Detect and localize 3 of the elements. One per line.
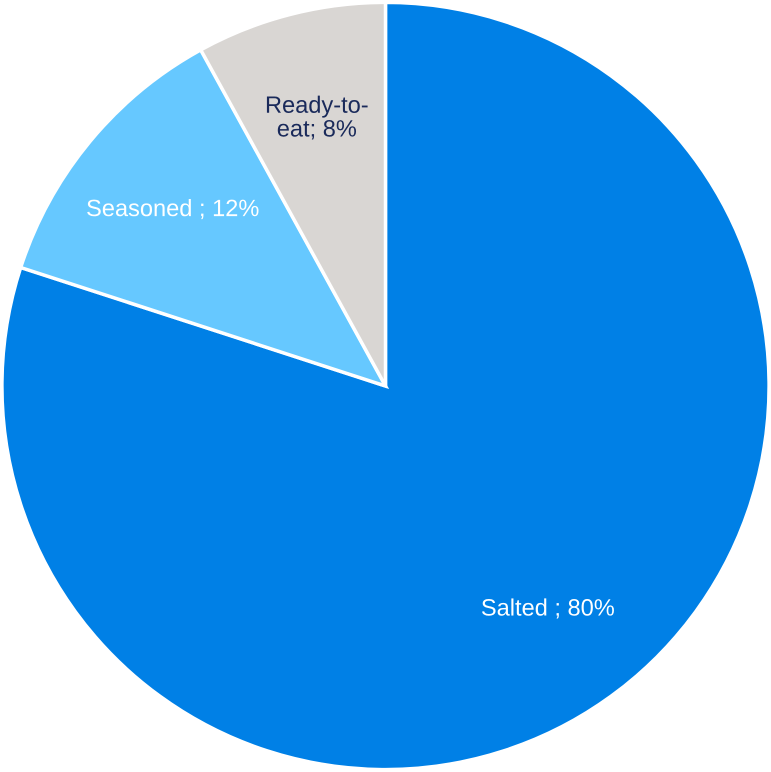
slice-label: Salted ; 80% [482,598,614,619]
slice-label: Seasoned ; 12% [87,198,259,220]
slice-label: Ready-to-eat; 8% [266,96,368,140]
